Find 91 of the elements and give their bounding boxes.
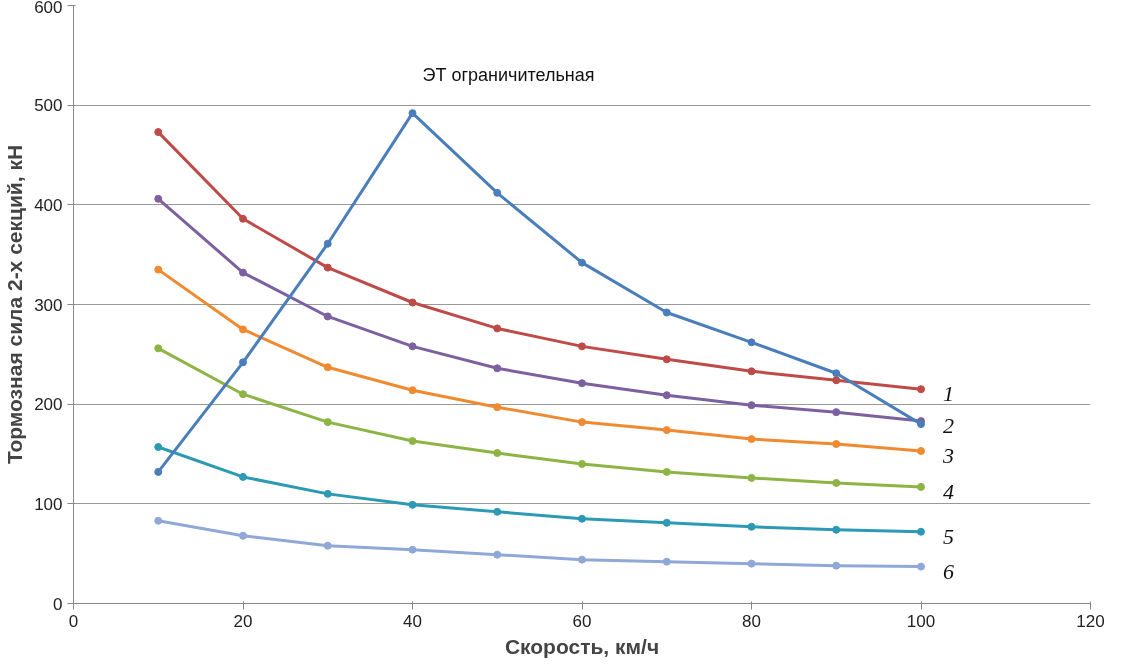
- point: [747, 338, 756, 347]
- series-label: ЭТ ограничительная: [422, 65, 595, 86]
- point: [578, 379, 586, 388]
- point: [917, 562, 925, 571]
- x-tick-label: 120: [1076, 611, 1105, 631]
- point: [154, 516, 163, 525]
- point: [408, 342, 417, 351]
- point: [154, 443, 163, 452]
- point: [239, 390, 247, 399]
- y-tick-label: 400: [34, 195, 63, 215]
- point: [323, 312, 332, 321]
- y-tick-label: 200: [34, 395, 63, 415]
- y-tick-label: 600: [34, 0, 63, 17]
- point: [323, 418, 332, 427]
- point: [493, 364, 502, 373]
- point: [832, 408, 841, 417]
- point: [832, 525, 841, 534]
- point: [747, 435, 756, 444]
- point: [747, 473, 756, 482]
- y-tick-label: 100: [34, 494, 63, 514]
- point: [493, 188, 502, 197]
- point: [408, 109, 417, 118]
- point: [493, 403, 502, 412]
- series-label: 1: [943, 381, 954, 407]
- point: [832, 478, 841, 487]
- y-tick-label: 300: [34, 295, 63, 315]
- point: [154, 194, 163, 203]
- point: [832, 561, 841, 570]
- point: [239, 268, 247, 277]
- series-label: 3: [942, 443, 954, 469]
- point: [239, 531, 247, 540]
- point: [747, 401, 756, 410]
- series-label: 4: [943, 478, 954, 504]
- point: [662, 355, 671, 364]
- point: [917, 482, 925, 491]
- point: [408, 437, 417, 446]
- point: [578, 459, 586, 468]
- series-label: 2: [943, 413, 954, 439]
- x-tick-label: 20: [233, 611, 253, 631]
- x-tick-label: 0: [68, 611, 79, 631]
- x-tick-label: 60: [572, 611, 592, 631]
- point: [493, 449, 502, 457]
- point: [662, 426, 671, 435]
- point: [662, 557, 671, 566]
- point: [493, 507, 502, 516]
- point: [578, 342, 586, 351]
- point: [239, 325, 247, 334]
- point: [154, 265, 163, 274]
- point: [662, 467, 671, 476]
- point: [323, 239, 332, 248]
- point: [323, 363, 332, 372]
- point: [493, 550, 502, 559]
- point: [662, 391, 671, 400]
- point: [832, 369, 841, 378]
- point: [917, 447, 925, 455]
- point: [154, 128, 163, 137]
- point: [493, 324, 502, 333]
- series-label: 5: [943, 523, 954, 549]
- x-axis-title: Скорость, км/ч: [504, 634, 660, 658]
- point: [747, 559, 756, 568]
- point: [239, 214, 247, 223]
- point: [832, 376, 841, 385]
- point: [323, 489, 332, 498]
- x-tick-label: 40: [403, 611, 422, 631]
- point: [408, 298, 417, 307]
- point: [832, 440, 841, 449]
- x-tick-label: 80: [742, 611, 761, 631]
- point: [747, 522, 756, 531]
- point: [578, 555, 586, 564]
- point: [408, 500, 417, 509]
- x-tick-label: 100: [906, 611, 936, 631]
- y-axis-title: Тормозная сила 2-х секций, кН: [3, 144, 27, 465]
- point: [747, 367, 756, 376]
- y-tick-label: 500: [34, 96, 63, 116]
- point: [323, 541, 332, 550]
- point: [239, 472, 247, 481]
- point: [662, 308, 671, 317]
- point: [578, 418, 586, 427]
- point: [917, 385, 925, 394]
- point: [408, 386, 417, 395]
- point: [408, 545, 417, 554]
- point: [323, 263, 332, 272]
- point: [239, 358, 247, 367]
- y-tick-label: 0: [53, 594, 63, 614]
- point: [917, 527, 925, 536]
- point: [578, 514, 586, 523]
- point: [154, 467, 163, 476]
- point: [154, 344, 163, 353]
- series-label: 6: [943, 558, 954, 584]
- point: [662, 518, 671, 527]
- point: [578, 258, 586, 267]
